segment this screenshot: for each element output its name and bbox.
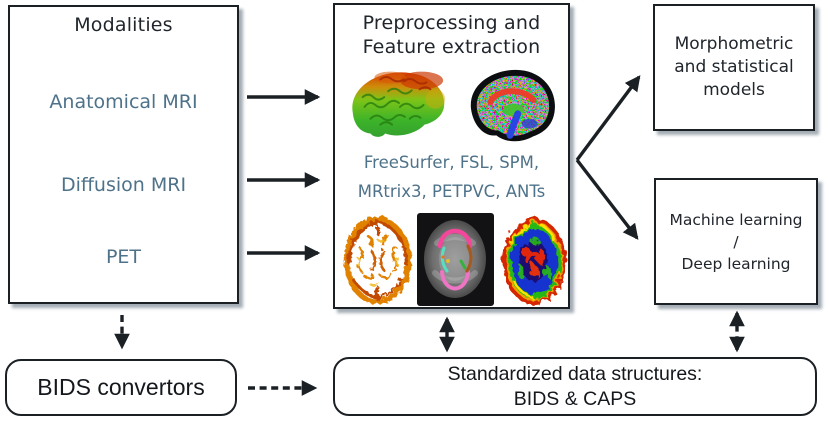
modality-pet: PET: [105, 246, 142, 268]
models-line2: and statistical: [674, 57, 794, 77]
bids-convertors-box: BIDS convertors: [5, 359, 237, 416]
standardized-line2: BIDS & CAPS: [513, 387, 637, 410]
bids-convertors-label: BIDS convertors: [37, 374, 205, 400]
learning-slash: /: [733, 232, 739, 251]
modalities-box: Modalities Anatomical MRI Diffusion MRI …: [8, 5, 239, 304]
models-line3: models: [703, 80, 765, 100]
pet-heatmap-axial-image: [500, 216, 564, 302]
preprocessing-box: Preprocessing and Feature extraction: [333, 3, 570, 309]
models-line1: Morphometric: [674, 34, 794, 54]
tractography-axial-image: [417, 213, 494, 306]
standardized-structures-box: Standardized data structures: BIDS & CAP…: [333, 357, 817, 416]
arrow-preprocessing-to-learning: [575, 158, 639, 240]
standardized-line1: Standardized data structures:: [447, 362, 703, 385]
machine-learning-box: Machine learning / Deep learning: [654, 178, 818, 305]
learning-line2: Deep learning: [681, 254, 791, 273]
cortical-map-axial-image: [342, 215, 410, 303]
modality-diffusion-mri: Diffusion MRI: [60, 174, 187, 196]
preprocessing-title-line1: Preprocessing and: [362, 12, 541, 34]
tools-line1: FreeSurfer, FSL, SPM,: [363, 153, 540, 172]
tools-line2: MRtrix3, PETPVC, ANTs: [357, 182, 546, 201]
modality-anatomical-mri: Anatomical MRI: [49, 91, 198, 113]
preprocessing-title-line2: Feature extraction: [362, 36, 541, 58]
dti-sagittal-brain-image: [470, 69, 555, 142]
arrow-preprocessing-to-models: [575, 75, 641, 162]
surface-map-brain-image: [352, 71, 446, 137]
learning-line1: Machine learning: [669, 210, 803, 229]
morphometric-models-box: Morphometric and statistical models: [653, 4, 815, 131]
modalities-title: Modalities: [74, 14, 173, 36]
